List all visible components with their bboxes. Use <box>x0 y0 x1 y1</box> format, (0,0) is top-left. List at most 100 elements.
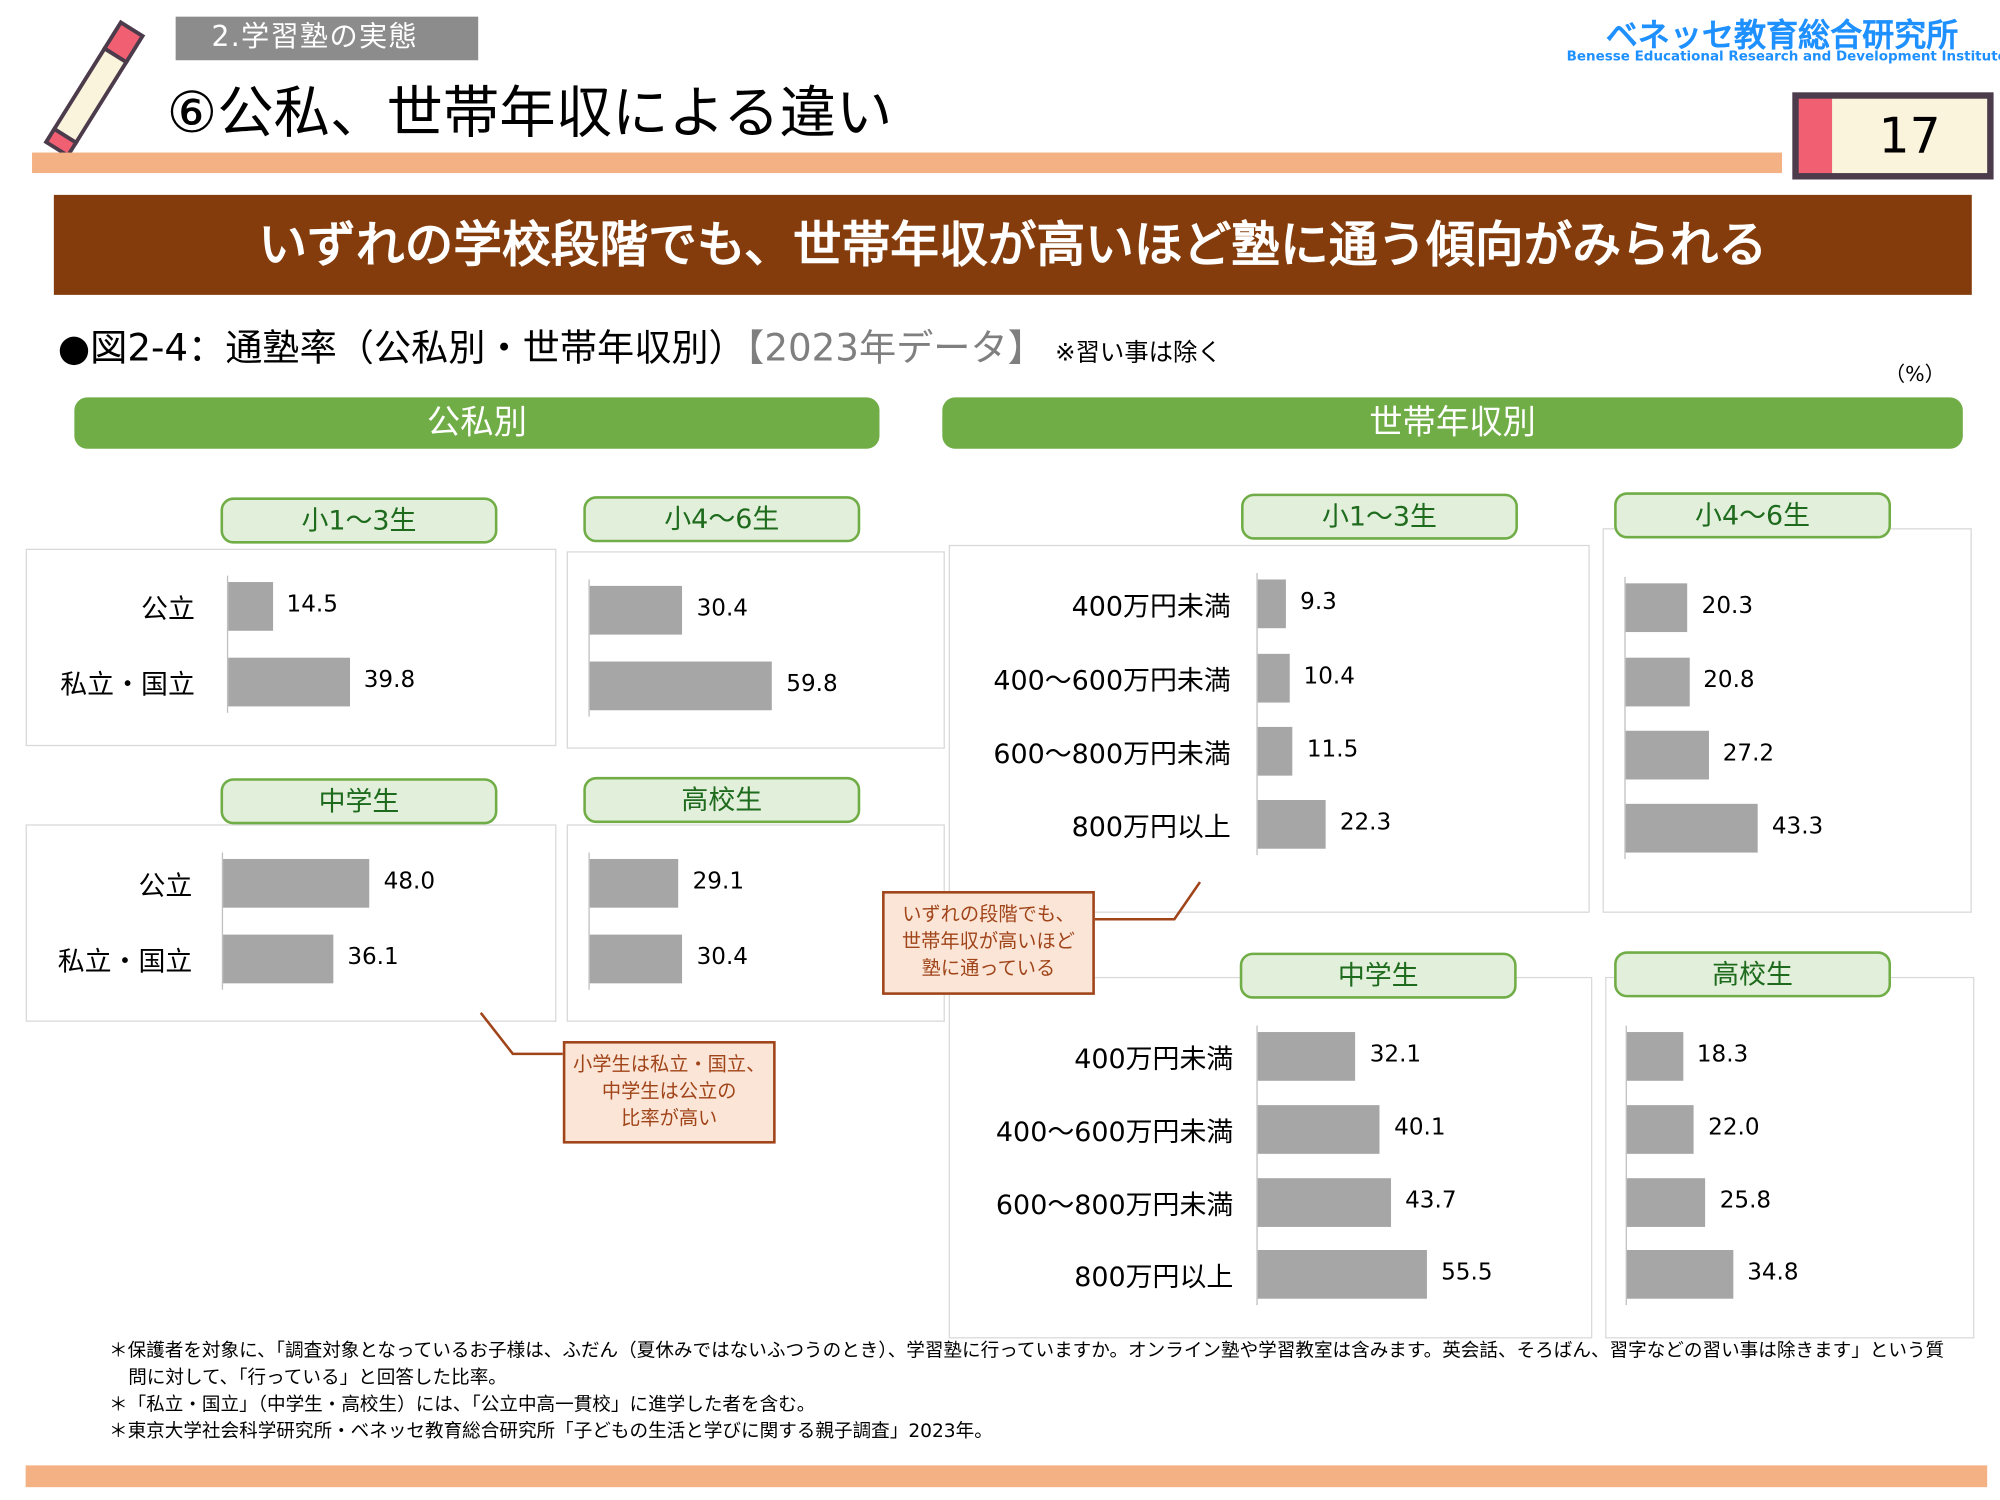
value-label: 22.3 <box>1339 808 1392 836</box>
bar <box>1626 1032 1683 1081</box>
bar <box>1625 803 1758 853</box>
footnote: ＊保護者を対象に、「調査対象となっているお子様は、ふだん（夏休みではないふつうの… <box>108 1341 1945 1389</box>
category-label: 公立 <box>141 593 195 625</box>
bar <box>589 661 773 711</box>
bar <box>1626 1178 1706 1227</box>
bar <box>589 858 679 908</box>
bar <box>1257 653 1290 703</box>
bar <box>1257 1105 1381 1154</box>
value-label: 30.4 <box>696 943 748 971</box>
bar <box>1257 726 1293 776</box>
caption-text: ●図2-4：通塾率（公私別・世帯年収別） <box>57 325 746 370</box>
category-label: 800万円以上 <box>1071 811 1231 843</box>
category-label: 400〜600万円未満 <box>993 665 1231 697</box>
value-label: 10.4 <box>1303 662 1355 690</box>
chart-title: 中学生 <box>1239 952 1517 999</box>
category-label: 600〜800万円未満 <box>995 1189 1234 1221</box>
chart-panel <box>25 548 557 747</box>
chart-axis <box>588 852 590 990</box>
chart-axis <box>221 852 224 990</box>
unit-label: （%） <box>1884 361 1946 386</box>
page-title: ⑥公私、世帯年収による違い <box>166 80 893 147</box>
chart-panel <box>566 551 945 749</box>
callout-public-private: 小学生は私立・国立、 中学生は公立の 比率が高い <box>562 1041 776 1144</box>
value-label: 34.8 <box>1747 1258 1799 1286</box>
value-label: 43.7 <box>1405 1187 1457 1215</box>
pencil-icon <box>43 19 146 159</box>
page-number: 17 <box>1832 98 1988 174</box>
category-label: 公立 <box>138 870 193 902</box>
category-label: 800万円以上 <box>1074 1261 1234 1293</box>
chart-title: 小1〜3生 <box>220 497 498 544</box>
bar <box>228 582 273 631</box>
bar <box>1257 1178 1392 1227</box>
chart-title: 高校生 <box>583 776 861 824</box>
chart-title: 小1〜3生 <box>1241 493 1518 540</box>
value-label: 11.5 <box>1306 735 1359 763</box>
value-label: 25.8 <box>1719 1187 1772 1215</box>
category-label: 400万円未満 <box>1074 1043 1234 1075</box>
chart-axis <box>588 579 590 717</box>
bar <box>1257 579 1287 629</box>
headline-banner: いずれの学校段階でも、世帯年収が高いほど塾に通う傾向がみられる <box>53 194 1972 295</box>
bar <box>589 934 683 984</box>
bar <box>589 585 683 635</box>
logo-subtitle: Benesse Educational Research and Develop… <box>1566 48 2000 65</box>
caption-year: 【2023年データ】 <box>745 325 1045 370</box>
value-label: 9.3 <box>1300 588 1337 616</box>
value-label: 18.3 <box>1696 1041 1749 1068</box>
footnote: ＊東京大学社会科学研究所・ベネッセ教育総合研究所「子どもの生活と学びに関する親子… <box>108 1421 993 1443</box>
group-header-public-private: 公私別 <box>74 397 880 449</box>
bar <box>1257 1249 1428 1299</box>
caption-note: ※習い事は除く <box>1055 338 1222 367</box>
bar <box>223 858 370 908</box>
bar <box>1257 1032 1356 1081</box>
chart-axis <box>1624 576 1626 859</box>
footnote: ＊「私立・国立」（中学生・高校生）には、「公立中高一貫校」に進学した者を含む。 <box>108 1394 816 1416</box>
bar <box>1625 657 1690 707</box>
bar <box>1626 1249 1734 1299</box>
category-label: 私立・国立 <box>60 669 195 700</box>
chart-title: 小4〜6生 <box>1614 492 1892 539</box>
logo: ベネッセ教育総合研究所 <box>1605 16 1959 54</box>
page-number-box: 17 <box>1792 92 1994 180</box>
figure-caption: ●図2-4：通塾率（公私別・世帯年収別）【2023年データ】 ※習い事は除く <box>58 318 1222 372</box>
bar <box>228 657 350 707</box>
value-label: 27.2 <box>1722 739 1775 767</box>
value-label: 36.1 <box>347 943 399 971</box>
value-label: 32.1 <box>1369 1041 1422 1068</box>
chart-title: 中学生 <box>220 778 498 825</box>
chart-title: 高校生 <box>1614 951 1892 998</box>
value-label: 43.3 <box>1771 812 1824 840</box>
group-header-income: 世帯年収別 <box>942 397 1963 449</box>
value-label: 14.5 <box>286 591 338 618</box>
chart-axis <box>226 575 229 713</box>
bar <box>223 934 334 984</box>
category-label: 600〜800万円未満 <box>993 738 1231 770</box>
footer-divider <box>25 1465 1988 1488</box>
value-label: 55.5 <box>1441 1258 1493 1286</box>
bar <box>1625 583 1688 633</box>
callout-income: いずれの段階でも、 世帯年収が高いほど 塾に通っている <box>882 891 1095 995</box>
value-label: 39.8 <box>363 666 416 694</box>
value-label: 29.1 <box>692 867 745 895</box>
category-label: 400〜600万円未満 <box>995 1116 1234 1148</box>
value-label: 40.1 <box>1394 1114 1446 1142</box>
value-label: 20.3 <box>1701 592 1754 620</box>
chart-axis <box>1256 1025 1258 1306</box>
header-divider <box>32 152 1783 174</box>
bar <box>1257 799 1326 849</box>
value-label: 20.8 <box>1703 666 1755 694</box>
chart-panel <box>25 824 557 1022</box>
category-label: 400万円未満 <box>1071 591 1231 622</box>
bar <box>1626 1105 1695 1154</box>
chart-axis <box>1625 1025 1627 1306</box>
value-label: 30.4 <box>696 594 748 622</box>
chart-axis <box>1256 573 1258 856</box>
section-tag: 2.学習塾の実態 <box>175 16 479 61</box>
footnotes: ＊保護者を対象に、「調査対象となっているお子様は、ふだん（夏休みではないふつうの… <box>109 1338 1955 1446</box>
value-label: 59.8 <box>786 670 838 698</box>
category-label: 私立・国立 <box>57 946 193 977</box>
chart-title: 小4〜6生 <box>583 496 861 543</box>
